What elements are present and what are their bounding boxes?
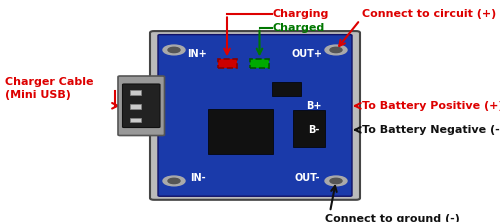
- Text: Charging: Charging: [272, 9, 329, 20]
- Text: Charger Cable
(Mini USB): Charger Cable (Mini USB): [5, 77, 94, 100]
- Circle shape: [330, 178, 342, 184]
- Circle shape: [330, 47, 342, 53]
- Text: B-: B-: [308, 125, 320, 135]
- Text: Connect to circuit (+): Connect to circuit (+): [362, 9, 497, 19]
- Text: IN-: IN-: [190, 172, 206, 183]
- Text: OUT-: OUT-: [295, 172, 320, 183]
- Bar: [292, 110, 325, 147]
- FancyBboxPatch shape: [150, 31, 360, 200]
- Bar: [130, 104, 141, 109]
- Bar: [250, 59, 269, 68]
- Circle shape: [325, 45, 347, 55]
- Text: IN+: IN+: [188, 49, 208, 59]
- Bar: [208, 109, 272, 154]
- FancyBboxPatch shape: [158, 35, 352, 196]
- Circle shape: [325, 176, 347, 186]
- Circle shape: [163, 45, 185, 55]
- Text: To Battery Positive (+): To Battery Positive (+): [362, 101, 500, 111]
- Bar: [130, 117, 141, 122]
- Text: Connect to ground (-): Connect to ground (-): [325, 214, 460, 222]
- Bar: [272, 82, 302, 96]
- Text: To Battery Negative (-): To Battery Negative (-): [362, 125, 500, 135]
- Text: OUT+: OUT+: [292, 49, 323, 59]
- Text: Charged: Charged: [272, 23, 325, 33]
- FancyBboxPatch shape: [122, 84, 160, 127]
- Circle shape: [163, 176, 185, 186]
- FancyBboxPatch shape: [118, 76, 164, 135]
- Circle shape: [168, 178, 180, 184]
- Text: B+: B+: [306, 101, 322, 111]
- Bar: [130, 90, 141, 95]
- Circle shape: [168, 47, 180, 53]
- Bar: [218, 59, 236, 68]
